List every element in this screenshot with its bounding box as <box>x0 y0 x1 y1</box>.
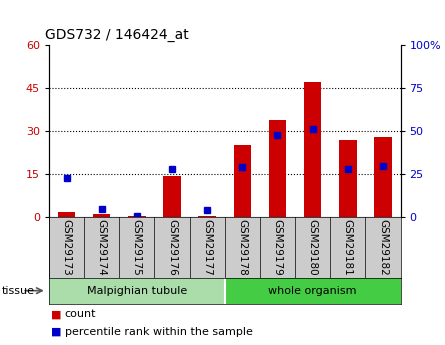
Text: GSM29181: GSM29181 <box>343 219 353 276</box>
Text: GSM29177: GSM29177 <box>202 219 212 276</box>
Bar <box>58 211 75 217</box>
Text: percentile rank within the sample: percentile rank within the sample <box>65 327 252 337</box>
Bar <box>339 140 356 217</box>
Bar <box>269 120 286 217</box>
Text: whole organism: whole organism <box>268 286 357 296</box>
Bar <box>128 216 146 217</box>
Text: GSM29173: GSM29173 <box>61 219 72 276</box>
Bar <box>374 137 392 217</box>
Text: tissue: tissue <box>2 286 35 296</box>
Bar <box>49 278 225 304</box>
Bar <box>234 146 251 217</box>
Text: count: count <box>65 309 96 319</box>
Text: GSM29180: GSM29180 <box>307 219 318 276</box>
Bar <box>93 215 110 217</box>
Text: GSM29176: GSM29176 <box>167 219 177 276</box>
Text: GSM29179: GSM29179 <box>272 219 283 276</box>
Bar <box>163 176 181 217</box>
Text: GSM29175: GSM29175 <box>132 219 142 276</box>
Text: Malpighian tubule: Malpighian tubule <box>87 286 187 296</box>
Text: GDS732 / 146424_at: GDS732 / 146424_at <box>45 28 189 42</box>
Bar <box>198 216 216 217</box>
Text: GSM29182: GSM29182 <box>378 219 388 276</box>
Bar <box>225 278 400 304</box>
Text: ■: ■ <box>51 309 62 319</box>
Text: GSM29178: GSM29178 <box>237 219 247 276</box>
Bar <box>304 82 321 217</box>
Text: GSM29174: GSM29174 <box>97 219 107 276</box>
Text: ■: ■ <box>51 327 62 337</box>
